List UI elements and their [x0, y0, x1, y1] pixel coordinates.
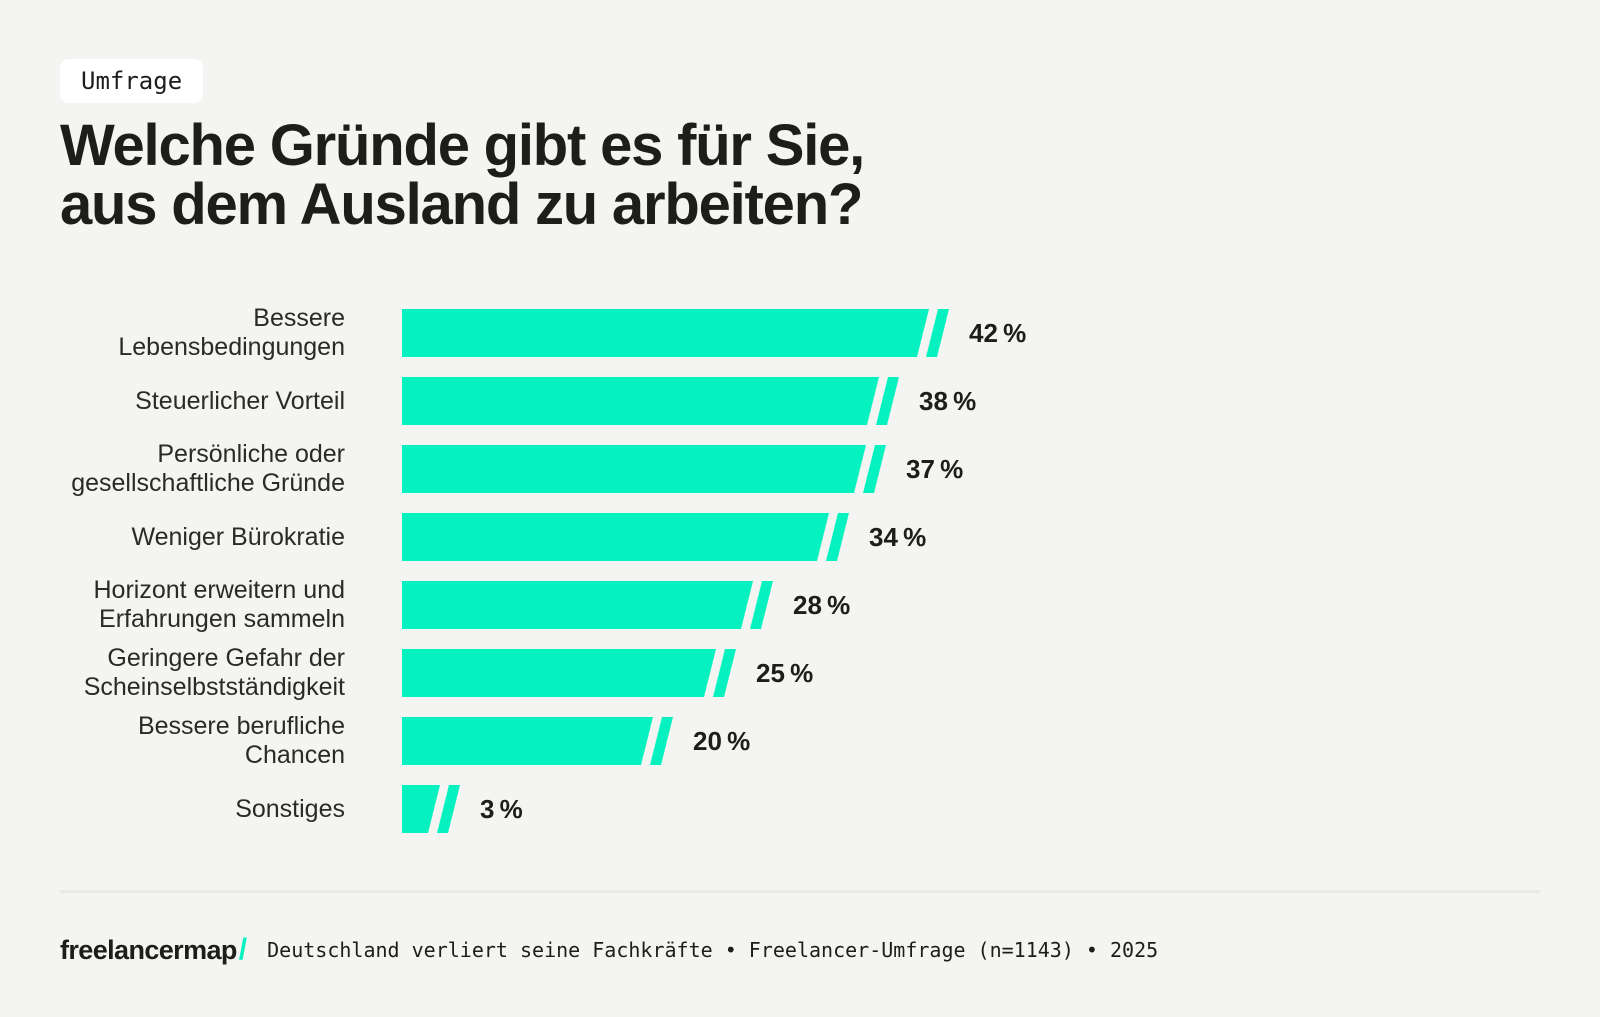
category-label-line: Lebensbedingungen [118, 333, 345, 361]
logo-slash-icon: / [238, 933, 248, 966]
category-label-line: Bessere berufliche [137, 712, 345, 740]
footer: freelancermap / Deutschland verliert sei… [60, 928, 1158, 972]
value-label: 34 % [869, 521, 927, 552]
page-title-line-2: aus dem Ausland zu arbeiten? [60, 172, 863, 237]
value-label: 38 % [919, 385, 977, 416]
bar-end-stripe-icon [650, 717, 673, 765]
value-label: 42 % [969, 317, 1027, 348]
bar-end-stripe-icon [926, 309, 949, 357]
bar-track: 38 % [402, 377, 976, 425]
bar-track: 28 % [402, 581, 850, 629]
category-label-line: Weniger Bürokratie [131, 522, 345, 551]
bar [402, 377, 879, 425]
value-label: 37 % [906, 453, 964, 484]
category-badge: Umfrage [60, 59, 204, 103]
bar-chart: Bessere Lebensbedingungen 42 % Steuerlicher… [60, 304, 1026, 853]
category-label-line: Steuerlicher Vorteil [135, 386, 345, 415]
bar-end-stripe-icon [876, 377, 899, 425]
value-label: 20 % [693, 725, 751, 756]
category-label: Bessere Lebensbedingungen [60, 304, 345, 362]
bar [402, 717, 653, 765]
category-label: Geringere Gefahr der Scheinselbstständigk… [60, 644, 345, 702]
category-label: Weniger Bürokratie [60, 523, 345, 552]
bar [402, 649, 716, 697]
footer-divider [60, 890, 1540, 893]
bar-end-stripe-icon [713, 649, 736, 697]
bar-end-stripe-icon [437, 785, 460, 833]
chart-row: Weniger Bürokratie 34 % [60, 513, 1026, 561]
value-label: 28 % [793, 589, 851, 620]
category-label: Steuerlicher Vorteil [60, 387, 345, 416]
chart-row: Bessere berufliche Chancen 20 % [60, 712, 1026, 769]
bar-end-stripe-icon [750, 581, 773, 629]
bar-track: 20 % [402, 717, 750, 765]
category-label-line: Erfahrungen sammeln [99, 605, 345, 633]
category-label-line: Chancen [244, 741, 345, 769]
bar [402, 309, 929, 357]
category-label-line: Scheinselbstständigkeit [83, 673, 345, 701]
category-label-line: Persönliche oder [157, 440, 345, 468]
bar-end-stripe-icon [826, 513, 849, 561]
bar-track: 25 % [402, 649, 813, 697]
category-label-line: Geringere Gefahr der [107, 644, 345, 672]
category-label-line: Sonstiges [235, 794, 345, 823]
chart-row: Horizont erweitern und Erfahrungen sammel… [60, 576, 1026, 633]
value-label: 25 % [756, 657, 814, 688]
bar-track: 34 % [402, 513, 926, 561]
category-label-line: gesellschaftliche Gründe [71, 469, 345, 497]
value-label: 3 % [480, 793, 523, 824]
bar-track: 42 % [402, 309, 1026, 357]
chart-row: Bessere Lebensbedingungen 42 % [60, 304, 1026, 361]
category-label-line: Bessere [253, 304, 345, 332]
page-title: Welche Gründe gibt es für Sie, aus dem A… [60, 113, 865, 237]
chart-row: Sonstiges 3 % [60, 785, 1026, 833]
freelancermap-logo: freelancermap [60, 934, 237, 965]
bar-track: 37 % [402, 445, 963, 493]
badge-label: Umfrage [81, 67, 183, 95]
bar-track: 3 % [402, 785, 523, 833]
chart-row: Persönliche oder gesellschaftliche Gründe… [60, 440, 1026, 497]
category-label: Bessere berufliche Chancen [60, 712, 345, 770]
source-text: Deutschland verliert seine Fachkräfte • … [267, 938, 1159, 962]
bar [402, 785, 440, 833]
bar [402, 581, 753, 629]
chart-row: Steuerlicher Vorteil 38 % [60, 377, 1026, 425]
category-label-line: Horizont erweitern und [93, 576, 345, 604]
chart-row: Geringere Gefahr der Scheinselbstständigk… [60, 644, 1026, 701]
bar [402, 445, 866, 493]
bar-end-stripe-icon [863, 445, 886, 493]
category-label: Persönliche oder gesellschaftliche Gründe [60, 440, 345, 498]
category-label: Sonstiges [60, 795, 345, 824]
category-label: Horizont erweitern und Erfahrungen sammel… [60, 576, 345, 634]
page-title-line-1: Welche Gründe gibt es für Sie, [60, 113, 865, 178]
bar [402, 513, 829, 561]
